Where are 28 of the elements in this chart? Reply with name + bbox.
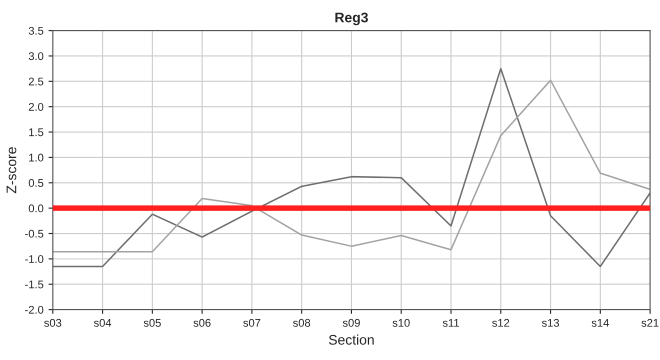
x-tick-label: s07 (243, 318, 260, 327)
x-tick-label: s13 (542, 318, 560, 327)
y-tick-label: 3.0 (28, 52, 44, 60)
y-tick-label: 1.5 (29, 128, 44, 136)
x-axis-title: Section (328, 334, 374, 345)
y-tick-label: 2.5 (28, 78, 44, 86)
y-tick-label: 0.5 (28, 179, 44, 187)
y-tick-label: -1.0 (25, 255, 44, 264)
x-tick-label: s21 (641, 318, 659, 327)
y-tick-label: -2.0 (25, 306, 44, 314)
x-tick-label: s05 (144, 318, 161, 327)
x-tick-label: s03 (44, 318, 62, 327)
x-tick-label: s09 (342, 318, 360, 327)
y-tick-label: -0.5 (25, 230, 44, 238)
x-tick-label: s14 (592, 319, 609, 327)
y-tick-label: 0.0 (28, 204, 44, 212)
x-tick-label: s10 (392, 318, 410, 327)
y-axis-title: Z-score (6, 147, 16, 194)
x-tick-label: s11 (442, 319, 460, 327)
x-tick-label: s04 (94, 318, 112, 327)
x-tick-label: s08 (293, 318, 310, 327)
y-tick-label: -1.5 (25, 280, 44, 288)
chart-title: Reg3 (335, 12, 368, 26)
x-tick-label: s12 (492, 318, 510, 327)
y-tick-label: 3.5 (28, 26, 44, 35)
x-tick-label: s06 (193, 318, 211, 327)
y-tick-label: 1.0 (29, 154, 44, 162)
y-tick-label: 2.0 (28, 102, 44, 111)
